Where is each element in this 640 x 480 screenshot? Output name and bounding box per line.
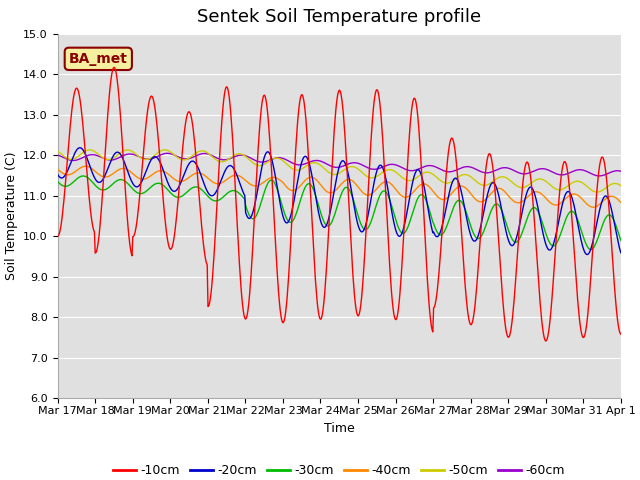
Legend: -10cm, -20cm, -30cm, -40cm, -50cm, -60cm: -10cm, -20cm, -30cm, -40cm, -50cm, -60cm bbox=[108, 459, 570, 480]
Text: BA_met: BA_met bbox=[69, 52, 128, 66]
Y-axis label: Soil Temperature (C): Soil Temperature (C) bbox=[4, 152, 17, 280]
X-axis label: Time: Time bbox=[324, 421, 355, 434]
Title: Sentek Soil Temperature profile: Sentek Soil Temperature profile bbox=[197, 9, 481, 26]
